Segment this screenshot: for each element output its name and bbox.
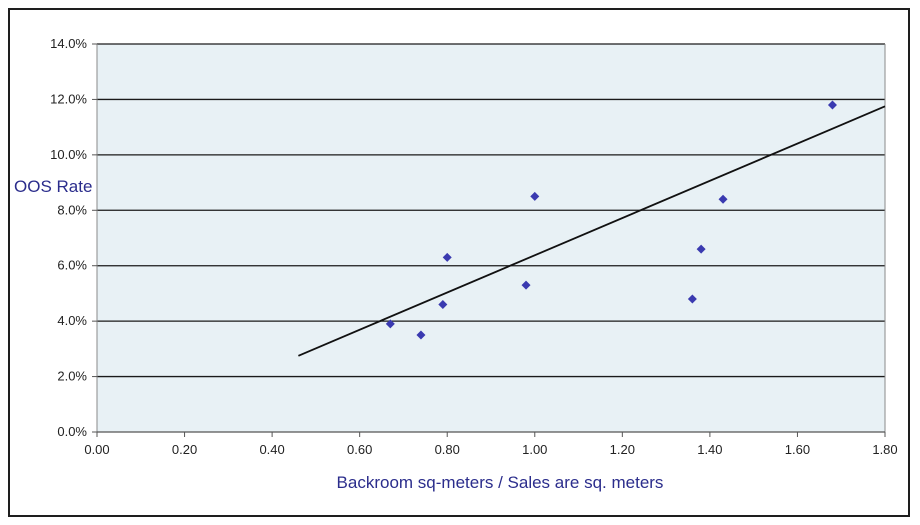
x-tick-label: 0.40: [259, 442, 284, 457]
data-point: [521, 280, 531, 290]
y-tick-label: 6.0%: [57, 258, 87, 273]
axes: [92, 43, 886, 437]
y-tick-label: 2.0%: [57, 369, 87, 384]
data-point: [696, 244, 706, 254]
x-tick-label: 0.60: [347, 442, 372, 457]
x-tick-label: 1.00: [522, 442, 547, 457]
data-point: [442, 252, 452, 262]
data-point: [687, 294, 697, 304]
x-tick-label: 1.80: [872, 442, 897, 457]
y-tick-label: 8.0%: [57, 202, 87, 217]
x-tick-label: 1.40: [697, 442, 722, 457]
tick-labels: 0.0% 2.0% 4.0% 6.0% 8.0% 10.0% 12.0% 14.0% 0.00 0…: [50, 36, 898, 457]
x-tick-label: 0.20: [172, 442, 197, 457]
data-points: [385, 100, 837, 340]
x-tick-label: 1.20: [610, 442, 635, 457]
x-tick-label: 1.60: [785, 442, 810, 457]
trendline-layer: [298, 105, 886, 357]
data-point: [416, 330, 426, 340]
data-point: [385, 319, 395, 329]
y-tick-label: 10.0%: [50, 147, 87, 162]
data-point: [827, 100, 837, 110]
data-point: [718, 194, 728, 204]
x-tick-label: 0.80: [435, 442, 460, 457]
plot-area: [97, 44, 885, 432]
y-tick-label: 14.0%: [50, 36, 87, 51]
y-tick-label: 4.0%: [57, 313, 87, 328]
scatter-chart: 0.0% 2.0% 4.0% 6.0% 8.0% 10.0% 12.0% 14.0% 0.00 0…: [14, 36, 898, 492]
y-axis-title: OOS Rate: [14, 177, 92, 196]
data-point: [530, 191, 540, 201]
chart-frame: 0.0% 2.0% 4.0% 6.0% 8.0% 10.0% 12.0% 14.0% 0.00 0…: [8, 8, 910, 517]
trendline: [298, 105, 886, 357]
data-point: [438, 300, 448, 310]
x-axis-title: Backroom sq-meters / Sales are sq. meter…: [337, 473, 664, 492]
y-tick-label: 12.0%: [50, 91, 87, 106]
gridlines: [97, 43, 885, 378]
x-tick-label: 0.00: [84, 442, 109, 457]
y-tick-label: 0.0%: [57, 424, 87, 439]
